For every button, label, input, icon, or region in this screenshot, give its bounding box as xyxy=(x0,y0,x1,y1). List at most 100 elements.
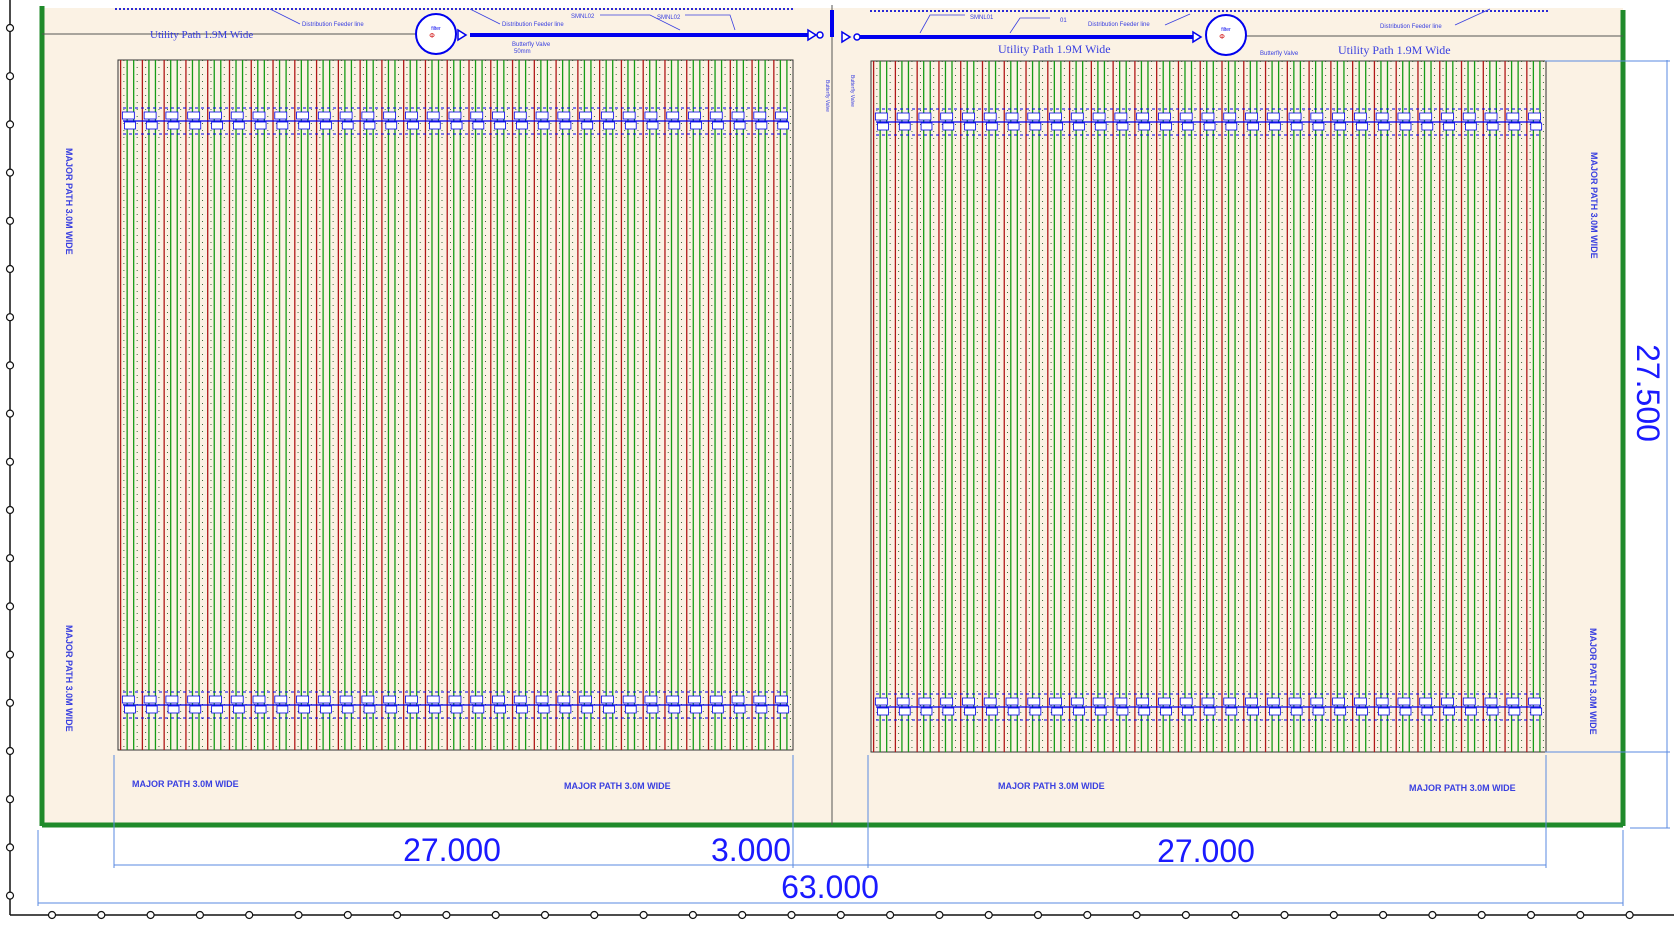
butterfly-valves xyxy=(457,28,1203,44)
svg-text:filter: filter xyxy=(431,26,441,32)
valve-tag xyxy=(668,705,681,714)
top-annotations: Distribution Feeder line Distribution Fe… xyxy=(302,14,1442,57)
valve-tag xyxy=(918,697,932,706)
fence-post xyxy=(146,910,155,920)
valve-tag xyxy=(317,695,331,704)
valve-tag xyxy=(557,695,571,704)
valve-tag xyxy=(1223,112,1237,121)
valve-tag xyxy=(1116,707,1129,716)
valve-tag xyxy=(1310,697,1324,706)
valve-tag xyxy=(1484,112,1498,121)
valve-tag xyxy=(470,695,484,704)
dimension-texts: 27.000 3.000 27.000 63.000 27.500 xyxy=(403,344,1666,905)
label-butterfly-valve-right: Butterfly Valve xyxy=(1260,51,1299,57)
fence-post xyxy=(5,216,15,225)
valve-tag xyxy=(426,695,440,704)
valve-tag xyxy=(777,705,790,714)
fence-post xyxy=(195,910,204,920)
valve-tag xyxy=(646,705,659,714)
valve-tag xyxy=(1269,707,1281,716)
major-path-bottom-1: MAJOR PATH 3.0M WIDE xyxy=(132,779,239,789)
valve-tag xyxy=(1419,112,1433,121)
label-distribution-feeder-3: Distribution Feeder line xyxy=(1088,22,1150,28)
valve-tag xyxy=(1158,697,1171,706)
fence-post xyxy=(5,843,15,852)
valve-tag xyxy=(874,112,888,121)
valve-tag xyxy=(1332,112,1345,121)
valve-tag xyxy=(753,111,767,120)
fence-post xyxy=(5,554,15,563)
crop-block-right xyxy=(870,60,1547,753)
valve-tag xyxy=(581,705,594,714)
valve-tag xyxy=(731,111,745,120)
fence-post xyxy=(5,602,15,611)
valve-tag xyxy=(1332,697,1345,706)
valve-tag xyxy=(385,705,398,714)
dimension-total: 63.000 xyxy=(781,869,879,905)
valve-tag xyxy=(143,695,157,704)
valve-tag xyxy=(167,705,180,714)
valve-tag xyxy=(755,121,768,130)
valve-tag xyxy=(1160,122,1172,131)
valve-tag xyxy=(494,121,506,130)
valve-tag xyxy=(755,705,768,714)
valve-tag xyxy=(918,112,932,121)
label-valve-size-left: 50mm xyxy=(514,49,531,55)
valve-tag xyxy=(165,695,179,704)
fence-post xyxy=(5,72,15,81)
valve-tag xyxy=(1290,122,1303,131)
valve-tag xyxy=(964,707,976,716)
valve-tag xyxy=(516,705,528,714)
valve-tag xyxy=(1136,112,1150,121)
valve-tag xyxy=(600,111,614,120)
utility-path-lines xyxy=(42,5,1623,825)
valve-tag xyxy=(983,112,997,121)
label-butterfly-valve-mid-left: Butterfly Valve xyxy=(824,80,830,112)
valve-tag xyxy=(537,121,550,130)
valve-tag xyxy=(1136,697,1150,706)
valve-tag xyxy=(1073,122,1085,131)
utility-path-label-right: Utility Path 1.9M Wide xyxy=(1338,43,1451,57)
valve-tag xyxy=(964,122,976,131)
label-distribution-feeder-4: Distribution Feeder line xyxy=(1380,24,1442,30)
fence-post xyxy=(1477,910,1486,920)
valve-tag xyxy=(1506,697,1520,706)
valve-tag xyxy=(1005,697,1019,706)
fence-post xyxy=(1576,910,1585,920)
valve-tag xyxy=(492,111,505,120)
valve-tag xyxy=(1465,122,1477,131)
valve-tag xyxy=(363,705,376,714)
valve-tag xyxy=(709,111,723,120)
valve-tag xyxy=(252,695,266,704)
label-distribution-feeder-1: Distribution Feeder line xyxy=(302,22,364,28)
valve-tag xyxy=(209,695,222,704)
valve-tag xyxy=(1441,697,1454,706)
valve-tag xyxy=(624,121,637,130)
valve-tag xyxy=(383,695,397,704)
valve-tag xyxy=(898,122,911,131)
major-path-left-lower: MAJOR PATH 3.0M WIDE xyxy=(64,625,74,732)
valve-tag xyxy=(559,705,572,714)
valve-tag xyxy=(690,705,702,714)
fence-post xyxy=(1428,910,1437,920)
label-smn-right-2: 01 xyxy=(1060,18,1067,24)
valve-tag xyxy=(1506,112,1520,121)
valve-tag xyxy=(1158,112,1171,121)
valve-tag xyxy=(557,111,571,120)
filter-tank-right: filter Φ xyxy=(1205,14,1247,56)
valve-tag xyxy=(1181,122,1194,131)
valve-tag xyxy=(405,111,418,120)
fence-post xyxy=(540,910,550,920)
valve-tag xyxy=(896,697,910,706)
valve-tag xyxy=(124,121,136,130)
valve-tag xyxy=(1094,707,1107,716)
fence-post xyxy=(343,910,352,920)
valve-tag xyxy=(579,111,592,120)
valve-tag xyxy=(942,122,955,131)
valve-tag xyxy=(211,121,223,130)
fence-post xyxy=(491,910,500,920)
valve-tag xyxy=(603,121,615,130)
fence-post xyxy=(1033,910,1043,920)
valve-tag xyxy=(1484,697,1498,706)
valve-tag xyxy=(1377,707,1390,716)
